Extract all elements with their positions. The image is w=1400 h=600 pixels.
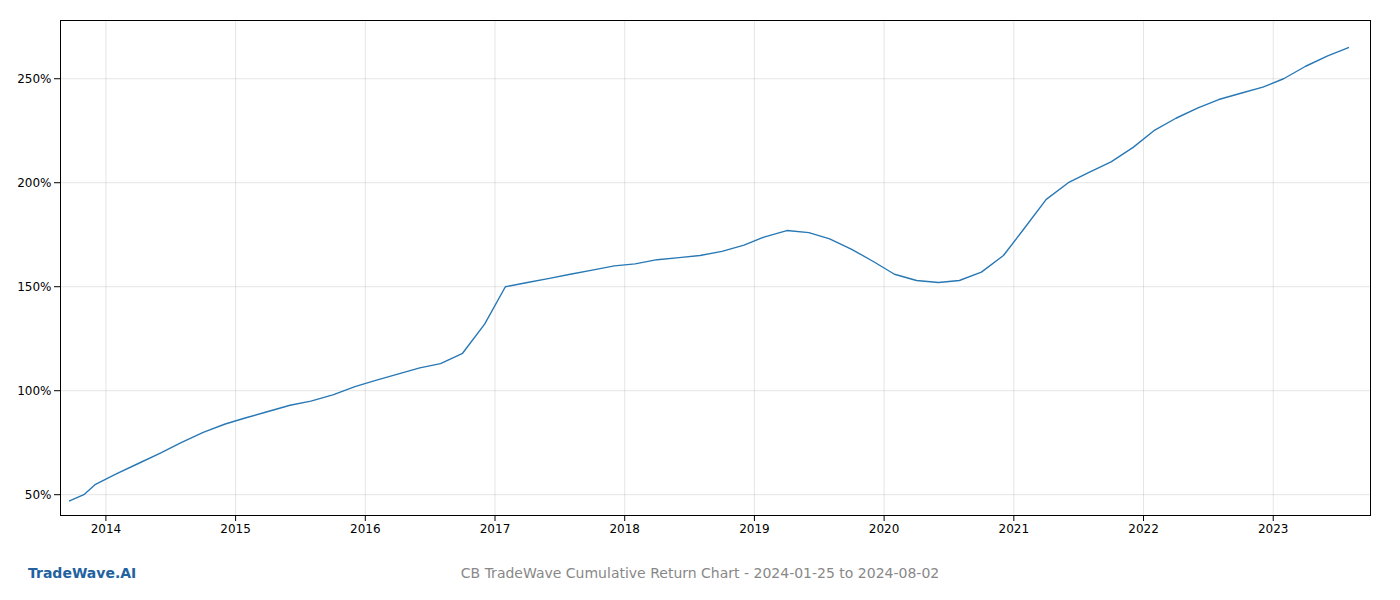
svg-text:2019: 2019 bbox=[739, 522, 770, 536]
svg-text:2017: 2017 bbox=[480, 522, 511, 536]
svg-text:2015: 2015 bbox=[220, 522, 251, 536]
svg-text:2021: 2021 bbox=[999, 522, 1030, 536]
svg-text:150%: 150% bbox=[17, 280, 51, 294]
svg-text:2018: 2018 bbox=[609, 522, 640, 536]
svg-text:200%: 200% bbox=[17, 176, 51, 190]
html-text:CB TradeWave Cumulative Return: CB TradeWave Cumulative Return Chart - 2… bbox=[460, 565, 940, 581]
svg-text:2014: 2014 bbox=[91, 522, 122, 536]
svg-text:50%: 50% bbox=[25, 488, 52, 502]
svg-text:100%: 100% bbox=[17, 384, 51, 398]
svg-text:2023: 2023 bbox=[1258, 522, 1289, 536]
svg-text:2016: 2016 bbox=[350, 522, 381, 536]
svg-text:250%: 250% bbox=[17, 72, 51, 86]
svg-text:2020: 2020 bbox=[869, 522, 900, 536]
svg-text:2022: 2022 bbox=[1128, 522, 1159, 536]
html-text:TradeWave.AI: TradeWave.AI bbox=[28, 565, 137, 581]
